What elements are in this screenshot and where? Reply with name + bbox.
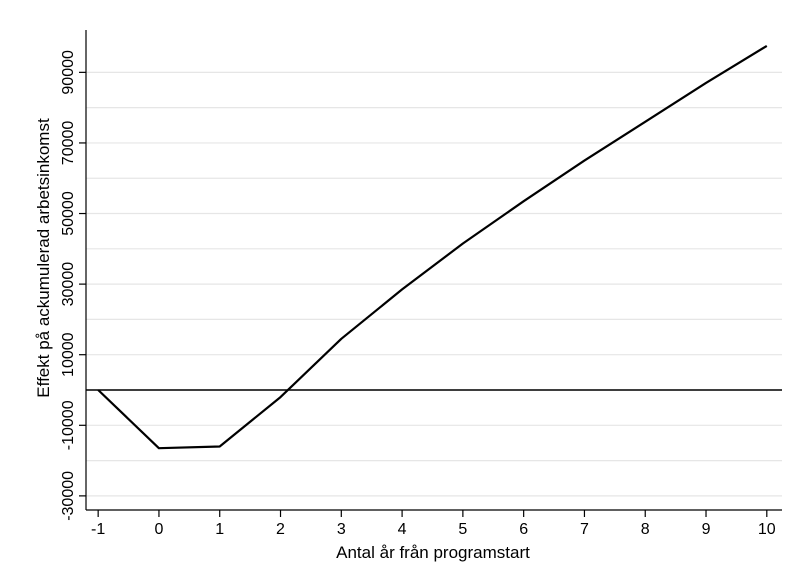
y-tick-label: 10000 [60, 332, 77, 377]
x-tick-label: 8 [641, 521, 650, 538]
x-tick-label: 5 [458, 521, 467, 538]
series-layer [97, 44, 768, 450]
y-tick-label: 70000 [60, 121, 77, 166]
x-tick-label: 0 [154, 521, 163, 538]
x-tick-label: 4 [398, 521, 407, 538]
series-line [97, 44, 768, 450]
x-axis-ticks: -1 0 1 2 3 4 5 6 7 8 9 10 [91, 510, 776, 538]
x-tick-label: 2 [276, 521, 285, 538]
x-tick-label: 3 [337, 521, 346, 538]
x-tick-label: 6 [519, 521, 528, 538]
axes [85, 30, 782, 511]
y-tick-label: -30000 [60, 471, 77, 521]
x-tick-label: -1 [91, 521, 105, 538]
y-tick-label: -10000 [60, 400, 77, 450]
gridlines [86, 71, 782, 497]
x-tick-label: 9 [702, 521, 711, 538]
x-axis-label: Antal år från programstart [336, 543, 530, 562]
y-tick-label: 50000 [60, 191, 77, 236]
y-axis-ticks: -30000 -10000 10000 30000 50000 70000 90000 [60, 50, 86, 521]
x-tick-label: 7 [580, 521, 589, 538]
y-axis-label: Effekt på ackumulerad arbetsinkomst [34, 118, 53, 398]
x-tick-label: 10 [758, 521, 776, 538]
y-tick-label: 30000 [60, 262, 77, 307]
y-tick-label: 90000 [60, 50, 77, 95]
x-tick-label: 1 [215, 521, 224, 538]
